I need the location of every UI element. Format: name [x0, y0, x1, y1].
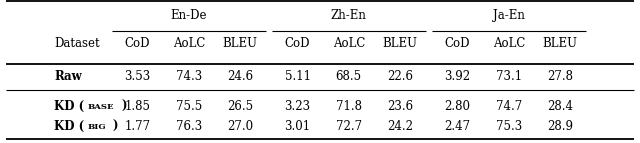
Text: CoD: CoD: [285, 37, 310, 50]
Text: 73.1: 73.1: [496, 70, 522, 83]
Text: CoD: CoD: [125, 37, 150, 50]
Text: 72.7: 72.7: [336, 120, 362, 133]
Text: CoD: CoD: [445, 37, 470, 50]
Text: 1.77: 1.77: [125, 120, 150, 133]
Text: 27.0: 27.0: [227, 120, 253, 133]
Text: 71.8: 71.8: [336, 100, 362, 113]
Text: 2.80: 2.80: [445, 100, 470, 113]
Text: BIG: BIG: [88, 123, 106, 131]
Text: 3.01: 3.01: [285, 120, 310, 133]
Text: Dataset: Dataset: [54, 37, 100, 50]
Text: KD (: KD (: [54, 100, 84, 113]
Text: Zh-En: Zh-En: [331, 9, 367, 21]
Text: BLEU: BLEU: [223, 37, 257, 50]
Text: 5.11: 5.11: [285, 70, 310, 83]
Text: 27.8: 27.8: [547, 70, 573, 83]
Text: 76.3: 76.3: [175, 120, 202, 133]
Text: ): ): [121, 100, 127, 113]
Text: KD (: KD (: [54, 120, 84, 133]
Text: 28.9: 28.9: [547, 120, 573, 133]
Text: 3.92: 3.92: [445, 70, 470, 83]
Text: Ja-En: Ja-En: [493, 9, 525, 21]
Text: 74.7: 74.7: [495, 100, 522, 113]
Text: Raw: Raw: [54, 70, 82, 83]
Text: 22.6: 22.6: [387, 70, 413, 83]
Text: AoLC: AoLC: [493, 37, 525, 50]
Text: BLEU: BLEU: [383, 37, 417, 50]
Text: 28.4: 28.4: [547, 100, 573, 113]
Text: 75.5: 75.5: [175, 100, 202, 113]
Text: En-De: En-De: [170, 9, 207, 21]
Text: AoLC: AoLC: [173, 37, 205, 50]
Text: 3.53: 3.53: [124, 70, 151, 83]
Text: 3.23: 3.23: [285, 100, 310, 113]
Text: 26.5: 26.5: [227, 100, 253, 113]
Text: 75.3: 75.3: [495, 120, 522, 133]
Text: 1.85: 1.85: [125, 100, 150, 113]
Text: 23.6: 23.6: [387, 100, 413, 113]
Text: BLEU: BLEU: [543, 37, 577, 50]
Text: 74.3: 74.3: [175, 70, 202, 83]
Text: AoLC: AoLC: [333, 37, 365, 50]
Text: 24.2: 24.2: [387, 120, 413, 133]
Text: 24.6: 24.6: [227, 70, 253, 83]
Text: BASE: BASE: [88, 103, 114, 111]
Text: 2.47: 2.47: [445, 120, 470, 133]
Text: ): ): [113, 120, 118, 133]
Text: 68.5: 68.5: [336, 70, 362, 83]
